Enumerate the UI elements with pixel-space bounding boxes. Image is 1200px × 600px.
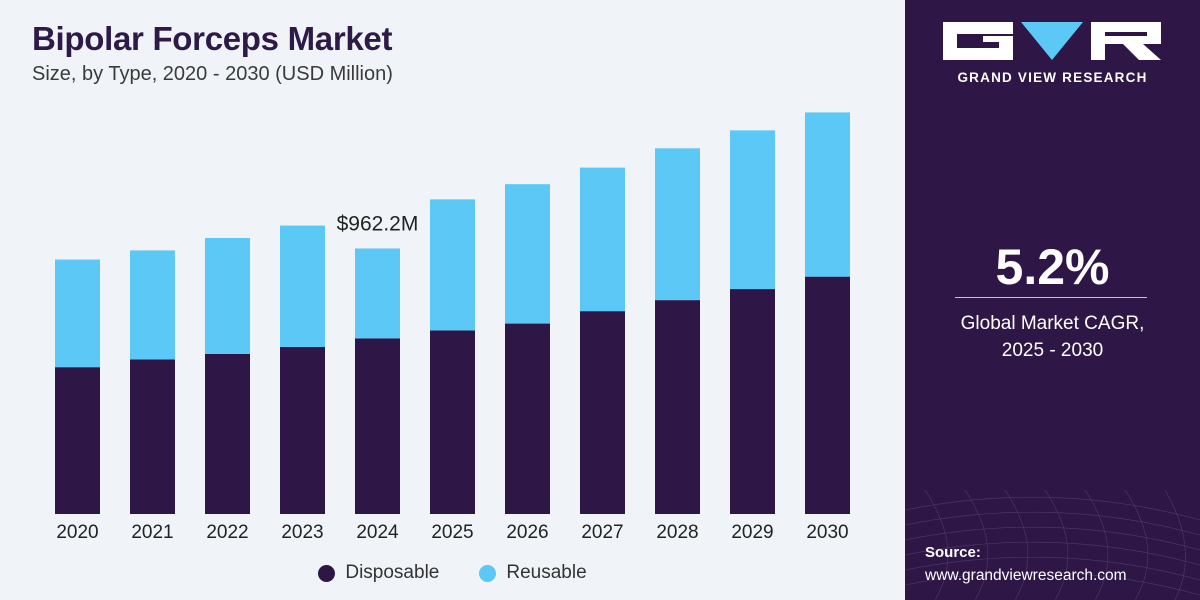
source-label: Source: xyxy=(925,544,981,561)
bar-disposable-2025 xyxy=(430,330,475,514)
chart-panel: Bipolar Forceps Market Size, by Type, 20… xyxy=(0,20,905,584)
bar-reusable-2024 xyxy=(355,248,400,339)
chart-subtitle: Size, by Type, 2020 - 2030 (USD Million) xyxy=(32,63,393,85)
x-tick-label-2024: 2024 xyxy=(356,522,399,543)
cagr-label: Global Market CAGR, 2025 - 2030 xyxy=(905,310,1200,364)
x-tick-label-2023: 2023 xyxy=(281,522,323,543)
legend-item-disposable: Disposable xyxy=(318,562,439,584)
legend-label-disposable: Disposable xyxy=(345,562,440,583)
bar-disposable-2020 xyxy=(55,367,100,514)
bar-disposable-2030 xyxy=(805,276,850,514)
bar-disposable-2021 xyxy=(130,359,175,514)
bar-reusable-2020 xyxy=(55,259,100,368)
bar-reusable-2027 xyxy=(580,167,625,312)
bar-reusable-2026 xyxy=(505,184,550,324)
bar-reusable-2028 xyxy=(655,148,700,301)
data-label-2024: $962.2M xyxy=(337,212,419,235)
chart-legend: Disposable Reusable xyxy=(0,562,905,584)
bar-disposable-2023 xyxy=(280,347,325,514)
divider xyxy=(955,297,1147,298)
x-tick-label-2027: 2027 xyxy=(581,522,623,543)
bar-reusable-2023 xyxy=(280,225,325,348)
x-tick-label-2026: 2026 xyxy=(506,522,548,543)
brand-name: GRAND VIEW RESEARCH xyxy=(957,70,1148,85)
decorative-mesh xyxy=(905,490,1200,600)
bar-reusable-2030 xyxy=(805,112,850,277)
bar-disposable-2026 xyxy=(505,323,550,514)
bar-disposable-2028 xyxy=(655,300,700,514)
gvr-logo-icon xyxy=(943,22,1161,60)
bar-reusable-2021 xyxy=(130,250,175,360)
x-tick-label-2021: 2021 xyxy=(131,522,173,543)
source-link[interactable]: www.grandviewresearch.com xyxy=(925,567,1127,584)
x-tick-label-2028: 2028 xyxy=(656,522,698,543)
x-tick-label-2030: 2030 xyxy=(806,522,848,543)
x-tick-label-2029: 2029 xyxy=(731,522,773,543)
cagr-value: 5.2% xyxy=(995,239,1110,295)
legend-swatch-reusable xyxy=(479,564,497,582)
legend-item-reusable: Reusable xyxy=(479,562,587,584)
bar-disposable-2022 xyxy=(205,353,250,514)
bar-disposable-2027 xyxy=(580,311,625,514)
cagr-label-line1: Global Market CAGR, xyxy=(960,313,1145,334)
bar-disposable-2024 xyxy=(355,338,400,514)
bar-chart: 2020 2021 2022 2023 2024 $962.2M 2025 2026 2027 2… xyxy=(55,112,850,543)
chart-title: Bipolar Forceps Market xyxy=(32,20,393,57)
legend-label-reusable: Reusable xyxy=(506,562,587,583)
cagr-label-line2: 2025 - 2030 xyxy=(1001,340,1104,361)
x-tick-label-2025: 2025 xyxy=(431,522,473,543)
bar-reusable-2022 xyxy=(205,238,250,354)
bar-reusable-2029 xyxy=(730,130,775,290)
info-sidebar: GRAND VIEW RESEARCH 5.2% Global Market C… xyxy=(905,0,1200,600)
bar-reusable-2025 xyxy=(430,199,475,331)
x-tick-label-2020: 2020 xyxy=(56,522,98,543)
legend-swatch-disposable xyxy=(318,564,336,582)
x-tick-label-2022: 2022 xyxy=(206,522,248,543)
bar-disposable-2029 xyxy=(730,289,775,514)
